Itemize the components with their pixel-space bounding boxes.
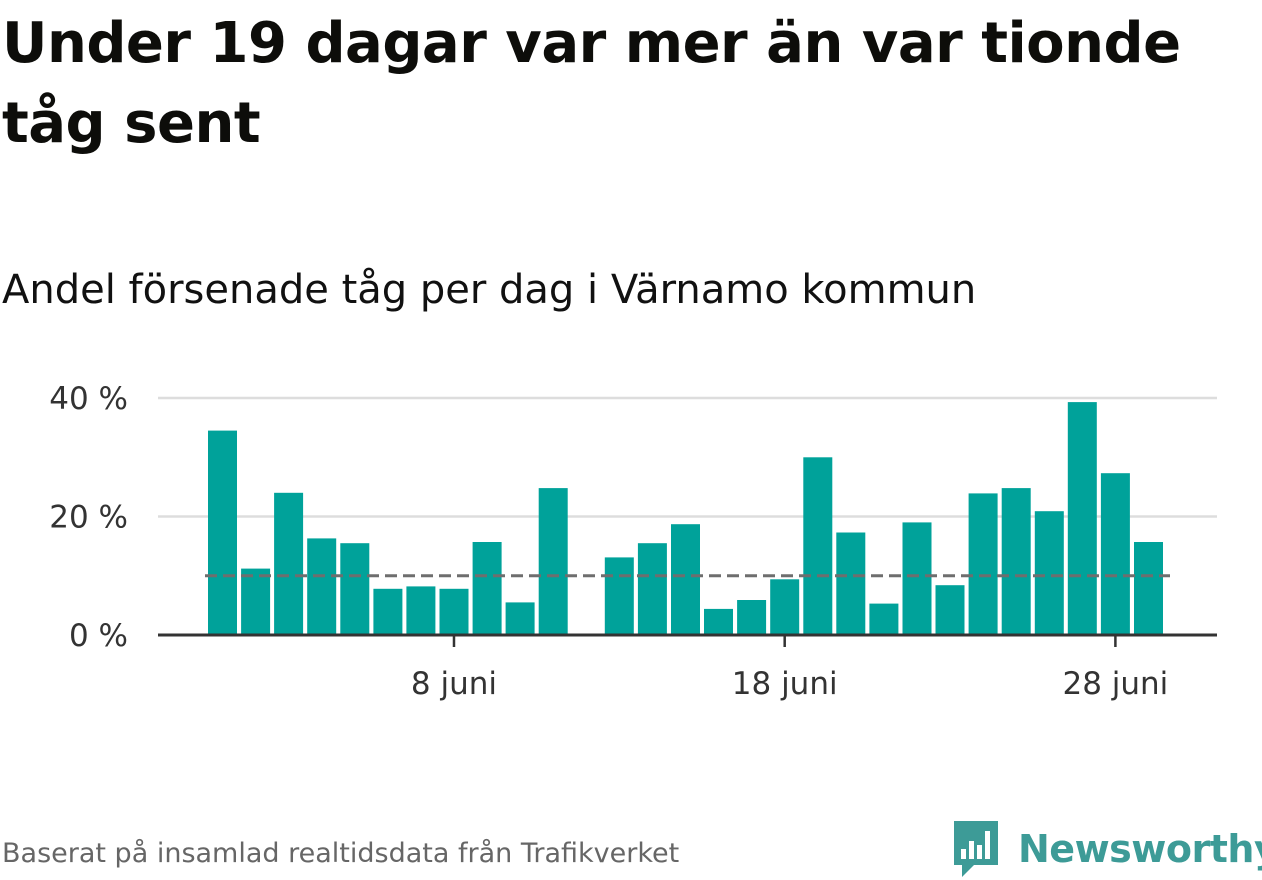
bar — [704, 608, 733, 635]
bar — [1100, 473, 1130, 635]
x-tick-label: 18 juni — [732, 666, 838, 702]
bar — [274, 492, 304, 635]
bar — [902, 522, 932, 635]
bar — [803, 457, 833, 636]
chart-title: Under 19 dagar var mer än var tionde tåg… — [2, 11, 1181, 156]
bar — [869, 603, 899, 635]
bar — [241, 568, 271, 635]
x-tick-label: 28 juni — [1062, 666, 1168, 702]
bar — [671, 524, 700, 635]
bar — [1001, 488, 1031, 635]
bar — [836, 532, 866, 635]
bar — [968, 493, 998, 635]
bar — [737, 600, 767, 635]
brand-name: Newsworthy — [1018, 827, 1262, 871]
bars — [208, 402, 1163, 636]
bar — [1134, 542, 1163, 635]
bar — [208, 430, 237, 635]
bar — [505, 602, 535, 635]
x-tick-label: 8 juni — [411, 666, 497, 702]
bar — [307, 538, 337, 635]
gridlines — [158, 396, 1217, 518]
bar — [770, 579, 800, 635]
bar-chart: 0 % 20 % 40 % 8 juni 18 juni 28 juni — [49, 381, 1217, 702]
axes: 0 % 20 % 40 % 8 juni 18 juni 28 juni — [49, 381, 1217, 702]
bar — [1034, 511, 1064, 635]
y-tick-label: 0 % — [69, 618, 128, 654]
brand-logo: Newsworthy — [950, 818, 1262, 880]
bar — [935, 585, 965, 635]
bar — [1067, 402, 1097, 635]
y-tick-label: 20 % — [49, 500, 128, 536]
chart-subtitle: Andel försenade tåg per dag i Värnamo ko… — [2, 267, 977, 313]
bar — [604, 557, 634, 635]
bar — [340, 543, 370, 635]
bar — [439, 588, 469, 635]
bar — [472, 542, 502, 635]
bar — [637, 543, 667, 635]
y-tick-label: 40 % — [49, 381, 128, 417]
bar — [373, 588, 403, 635]
source-note: Baserat på insamlad realtidsdata från Tr… — [2, 838, 680, 869]
bar — [406, 586, 436, 635]
bar — [538, 488, 568, 635]
chart-bubble-icon — [954, 821, 998, 877]
